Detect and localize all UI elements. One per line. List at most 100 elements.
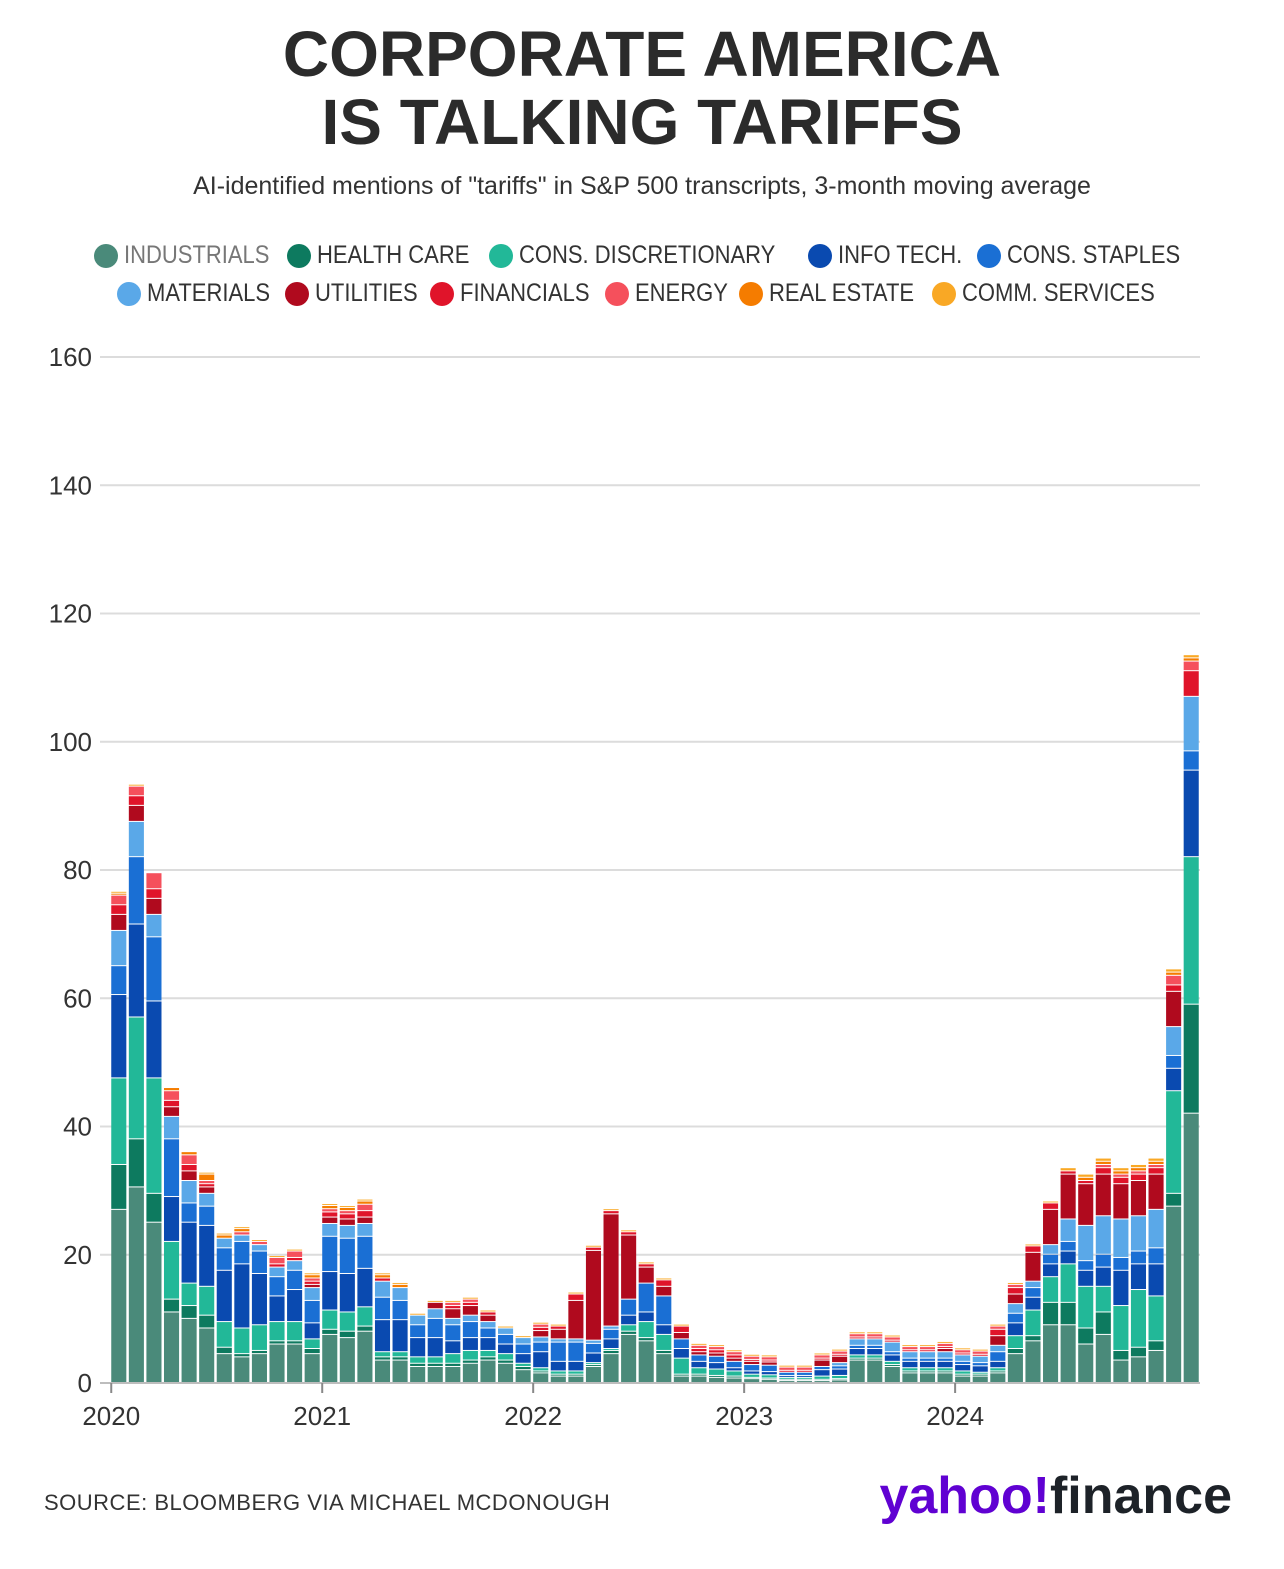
legend-swatch: [977, 243, 1002, 268]
legend-label: CONS. STAPLES: [1007, 241, 1181, 270]
bar-segment: [374, 1273, 391, 1275]
bar-segment: [357, 1236, 373, 1268]
bar-segment: [919, 1352, 936, 1358]
stacked-bar-chart: 0 20 40 60 80 100 120 140 160 2020 2021 2022 2023 202…: [49, 342, 1200, 1431]
bar-segment: [322, 1334, 338, 1382]
bar-segment: [146, 937, 162, 1001]
bar-segment: [972, 1351, 988, 1354]
bar-segment: [1166, 1206, 1182, 1382]
bar-segment: [1113, 1360, 1129, 1382]
bar-segment: [216, 1235, 232, 1238]
bar-segment: [779, 1365, 795, 1367]
bar-segment: [1043, 1245, 1059, 1254]
bar-segment: [1113, 1184, 1129, 1219]
bar-segment: [638, 1338, 654, 1341]
bar-segment: [568, 1292, 584, 1294]
bar-segment: [902, 1368, 918, 1371]
bar-segment: [251, 1245, 267, 1251]
source-note: SOURCE: BLOOMBERG VIA MICHAEL MCDONOUGH: [44, 1490, 611, 1515]
bar-segment: [533, 1322, 549, 1324]
bar-segment: [322, 1272, 338, 1310]
bar-segment: [445, 1318, 461, 1325]
bar-segment: [339, 1211, 355, 1214]
bar-segment: [1166, 1068, 1182, 1091]
legend-swatch: [285, 281, 310, 306]
bar-segment: [1113, 1171, 1129, 1174]
bar-segment: [251, 1240, 267, 1241]
bar-segment: [691, 1343, 707, 1345]
bar-segment: [462, 1297, 478, 1299]
bar-segment: [621, 1299, 637, 1315]
chart-subtitle: AI-identified mentions of "tariffs" in S…: [193, 172, 1091, 200]
bar-segment: [339, 1207, 355, 1211]
bar-segment: [867, 1345, 883, 1349]
bar-segment: [638, 1262, 654, 1264]
bar-segment: [1095, 1158, 1111, 1161]
bar-segment: [199, 1225, 215, 1286]
bar-segment: [1130, 1171, 1147, 1174]
bar-segment: [374, 1275, 391, 1278]
bar-segment: [234, 1227, 250, 1229]
bar-segment: [1060, 1219, 1076, 1241]
bar-segment: [163, 1107, 180, 1116]
bar-segment: [814, 1381, 830, 1382]
bar-segment: [849, 1337, 865, 1339]
bar-segment: [919, 1347, 936, 1350]
bar-segment: [392, 1282, 408, 1284]
legend-swatch: [931, 281, 956, 306]
bar-segment: [673, 1324, 689, 1326]
chart-title: CORPORATE AMERICA IS TALKING TARIFFS: [0, 20, 1284, 156]
bar-segment: [146, 1078, 162, 1193]
bar-segment: [832, 1369, 848, 1375]
bar-segment: [867, 1337, 883, 1339]
bar-segment: [498, 1363, 514, 1382]
bar-segment: [550, 1376, 566, 1382]
bar-segment: [884, 1335, 900, 1337]
bar-segment: [445, 1302, 461, 1306]
bar-segment: [726, 1368, 742, 1371]
bar-segment: [761, 1372, 777, 1375]
bar-segment: [726, 1350, 742, 1352]
bar-segment: [181, 1164, 197, 1171]
bar-segment: [1166, 969, 1182, 972]
bar-segment: [1095, 1168, 1111, 1174]
bar-segment: [638, 1264, 654, 1267]
bar-segment: [1060, 1171, 1076, 1174]
bar-segment: [621, 1232, 637, 1235]
bar-segment: [1113, 1174, 1129, 1177]
legend-label: FINANCIALS: [459, 279, 590, 308]
bar-segment: [1043, 1201, 1059, 1203]
y-tick-label: 60: [63, 983, 92, 1013]
bar-segment: [322, 1223, 338, 1236]
bar-segment: [462, 1299, 478, 1302]
bar-segment: [603, 1211, 619, 1214]
legend-label: REAL ESTATE: [768, 279, 914, 308]
bar-segment: [533, 1371, 549, 1373]
bar-segment: [269, 1344, 285, 1382]
bar-segment: [1078, 1328, 1094, 1344]
bar-segment: [638, 1322, 654, 1338]
bar-segment: [374, 1360, 391, 1382]
bar-segment: [392, 1288, 408, 1300]
bar-segment: [656, 1286, 672, 1296]
bar-segment: [427, 1318, 443, 1338]
bar-segment: [1025, 1252, 1041, 1281]
bar-segment: [550, 1374, 566, 1376]
bar-segment: [919, 1373, 936, 1382]
bar-segment: [287, 1270, 303, 1290]
bar-segment: [726, 1378, 742, 1382]
bar-segment: [1025, 1341, 1041, 1382]
bar-segment: [1148, 1164, 1164, 1168]
bar-segment: [533, 1327, 549, 1331]
bar-segment: [216, 1238, 232, 1248]
bar-segment: [1007, 1336, 1023, 1349]
bar-segment: [814, 1370, 830, 1376]
bar-segment: [972, 1349, 988, 1351]
bar-segment: [955, 1361, 971, 1365]
bar-segment: [638, 1312, 654, 1322]
bar-segment: [638, 1341, 654, 1382]
bar-segment: [357, 1268, 373, 1307]
bar-segment: [884, 1352, 900, 1355]
bar-segment: [339, 1331, 355, 1338]
bar-segment: [269, 1264, 285, 1267]
